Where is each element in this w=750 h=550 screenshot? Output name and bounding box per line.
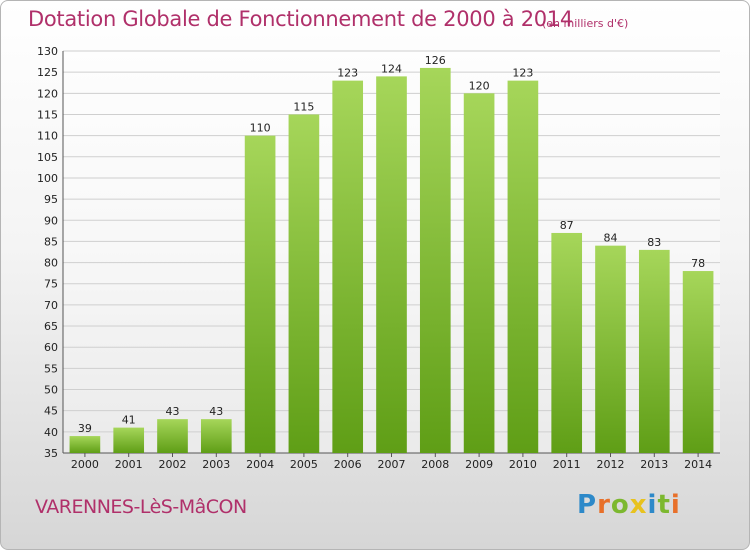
data-label-2010: 123 bbox=[512, 67, 533, 80]
x-tick-label-2001: 2001 bbox=[115, 458, 143, 471]
logo-letter: i bbox=[647, 490, 658, 520]
x-tick-label-2013: 2013 bbox=[640, 458, 668, 471]
x-tick-label-2014: 2014 bbox=[684, 458, 712, 471]
bar-2013 bbox=[638, 249, 670, 453]
data-label-2006: 123 bbox=[337, 67, 358, 80]
data-label-2003: 43 bbox=[209, 405, 223, 418]
y-tick-label: 35 bbox=[44, 447, 58, 460]
y-tick-label: 50 bbox=[44, 384, 58, 397]
bar-2009 bbox=[463, 93, 495, 453]
x-tick-label-2011: 2011 bbox=[553, 458, 581, 471]
x-tick-label-2007: 2007 bbox=[378, 458, 406, 471]
data-label-2012: 84 bbox=[604, 232, 618, 245]
commune-name: VARENNES-LèS-MâCON bbox=[35, 496, 247, 518]
bar-2012 bbox=[595, 245, 626, 453]
bar-2010 bbox=[507, 80, 539, 453]
data-label-2011: 87 bbox=[560, 219, 574, 232]
y-tick-label: 55 bbox=[44, 362, 58, 375]
proxiti-logo: Proxiti bbox=[577, 490, 681, 520]
logo-letter: P bbox=[577, 490, 598, 520]
y-tick-label: 45 bbox=[44, 405, 58, 418]
data-label-2004: 110 bbox=[250, 122, 271, 135]
x-tick-label-2010: 2010 bbox=[509, 458, 537, 471]
bar-2014 bbox=[682, 271, 714, 453]
data-label-2005: 115 bbox=[293, 100, 314, 113]
data-label-2008: 126 bbox=[425, 54, 446, 67]
chart-subtitle: (en milliers d'€) bbox=[542, 17, 629, 30]
x-tick-label-2000: 2000 bbox=[71, 458, 99, 471]
logo-letter: i bbox=[670, 490, 681, 520]
data-label-2000: 39 bbox=[78, 422, 92, 435]
bar-2003 bbox=[200, 419, 232, 453]
y-tick-label: 75 bbox=[44, 278, 58, 291]
y-tick-label: 115 bbox=[37, 108, 58, 121]
logo-letter: r bbox=[597, 490, 611, 520]
x-tick-label-2012: 2012 bbox=[597, 458, 625, 471]
y-tick-label: 80 bbox=[44, 257, 58, 270]
y-tick-label: 110 bbox=[37, 130, 58, 143]
y-tick-label: 105 bbox=[37, 151, 58, 164]
y-tick-label: 90 bbox=[44, 214, 58, 227]
x-tick-label-2003: 2003 bbox=[202, 458, 230, 471]
logo-letter: x bbox=[629, 490, 648, 520]
bar-2011 bbox=[551, 232, 583, 453]
bar-2008 bbox=[419, 67, 451, 453]
y-tick-label: 125 bbox=[37, 66, 58, 79]
data-label-2001: 41 bbox=[122, 414, 136, 427]
x-tick-label-2006: 2006 bbox=[334, 458, 362, 471]
y-tick-label: 65 bbox=[44, 320, 58, 333]
y-tick-label: 70 bbox=[44, 299, 58, 312]
x-tick-label-2002: 2002 bbox=[159, 458, 187, 471]
x-tick-label-2009: 2009 bbox=[465, 458, 493, 471]
data-label-2014: 78 bbox=[691, 257, 705, 270]
bar-2007 bbox=[376, 76, 407, 454]
data-label-2002: 43 bbox=[166, 405, 180, 418]
y-tick-label: 85 bbox=[44, 235, 58, 248]
data-label-2013: 83 bbox=[647, 236, 661, 249]
y-tick-label: 130 bbox=[37, 45, 58, 58]
chart-title: Dotation Globale de Fonctionnement de 20… bbox=[28, 7, 573, 31]
bar-2000 bbox=[69, 436, 101, 453]
bar-2006 bbox=[332, 80, 364, 453]
y-tick-label: 100 bbox=[37, 172, 58, 185]
y-tick-label: 120 bbox=[37, 87, 58, 100]
logo-letter: o bbox=[610, 490, 630, 520]
y-tick-label: 95 bbox=[44, 193, 58, 206]
y-tick-label: 60 bbox=[44, 341, 58, 354]
bar-2004 bbox=[244, 135, 276, 453]
bar-2002 bbox=[157, 419, 188, 453]
data-label-2007: 124 bbox=[381, 62, 402, 75]
x-tick-label-2004: 2004 bbox=[246, 458, 274, 471]
logo-letter: t bbox=[657, 490, 671, 520]
bar-2001 bbox=[113, 427, 145, 453]
data-label-2009: 120 bbox=[469, 79, 490, 92]
x-tick-label-2005: 2005 bbox=[290, 458, 318, 471]
x-tick-label-2008: 2008 bbox=[421, 458, 449, 471]
y-tick-label: 40 bbox=[44, 426, 58, 439]
bar-2005 bbox=[288, 114, 320, 453]
